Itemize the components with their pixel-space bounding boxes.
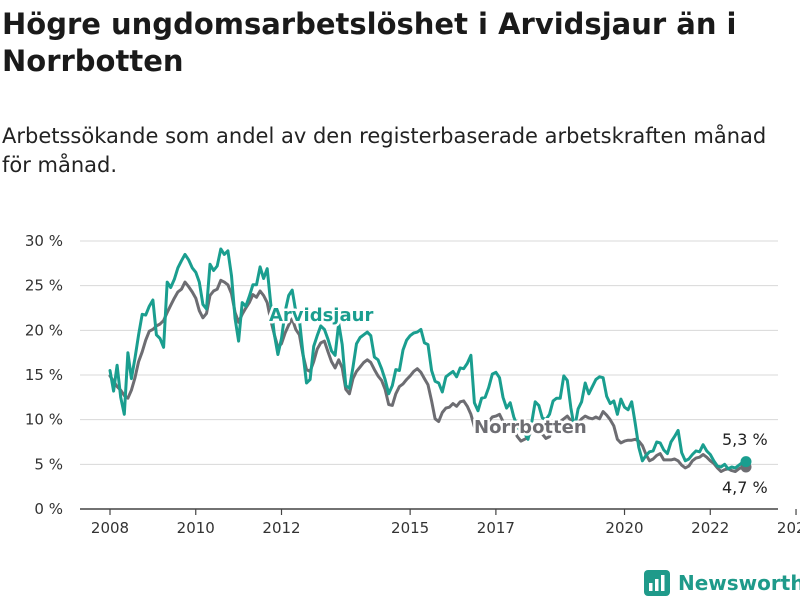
series-labels: ArvidsjaurArvidsjaurNorrbottenNorrbotten… <box>267 303 771 500</box>
gridlines <box>80 240 778 510</box>
x-tick-label: 2008 <box>91 519 129 537</box>
end-value-arvidsjaur: 5,3 % <box>722 430 768 449</box>
brand-name: Newsworthy <box>678 571 800 595</box>
series-label-arvidsjaur: Arvidsjaur <box>269 305 373 326</box>
y-tick-label: 30 % <box>25 232 63 250</box>
y-tick-label: 20 % <box>25 321 63 339</box>
series-line-norrbotten <box>108 278 748 473</box>
x-tick-label: 2017 <box>477 519 515 537</box>
series-line-arvidsjaur <box>108 247 748 471</box>
series-label-arvidsjaur-halo: Arvidsjaur <box>269 305 373 326</box>
end-value-norrbotten-halo: 4,7 % <box>722 478 768 497</box>
end-value-arvidsjaur-halo: 5,3 % <box>722 430 768 449</box>
y-axis-labels: 0 % 5 % 10 % 15 % 20 % 25 % 30 % <box>25 232 63 518</box>
x-tick-label: 2015 <box>391 519 429 537</box>
chart-subtitle: Arbetssökande som andel av den registerb… <box>2 124 767 177</box>
x-tick-label: 2022 <box>691 519 729 537</box>
y-tick-label: 0 % <box>34 500 63 518</box>
y-tick-label: 25 % <box>25 277 63 295</box>
series-label-norrbotten: Norrbotten <box>474 417 587 438</box>
x-tick-label: 2012 <box>262 519 300 537</box>
chart-title: Högre ungdomsarbetslöshet i Arvidsjaur ä… <box>2 7 737 78</box>
x-tick-label: 2010 <box>177 519 215 537</box>
x-axis: 2008 2010 2012 2015 2017 2020 2022 2024 <box>91 509 800 537</box>
series-label-norrbotten-halo: Norrbotten <box>474 417 587 438</box>
y-tick-label: 10 % <box>25 411 63 429</box>
y-tick-label: 5 % <box>34 455 63 473</box>
x-tick-label: 2024 <box>777 519 800 537</box>
series-lines <box>108 247 752 473</box>
chart-logo-icon <box>644 570 670 596</box>
x-tick-label: 2020 <box>605 519 643 537</box>
brand-logo: Newsworthy <box>644 568 800 598</box>
end-point-arvidsjaur <box>740 456 752 468</box>
y-tick-label: 15 % <box>25 366 63 384</box>
end-value-norrbotten: 4,7 % <box>722 478 768 497</box>
